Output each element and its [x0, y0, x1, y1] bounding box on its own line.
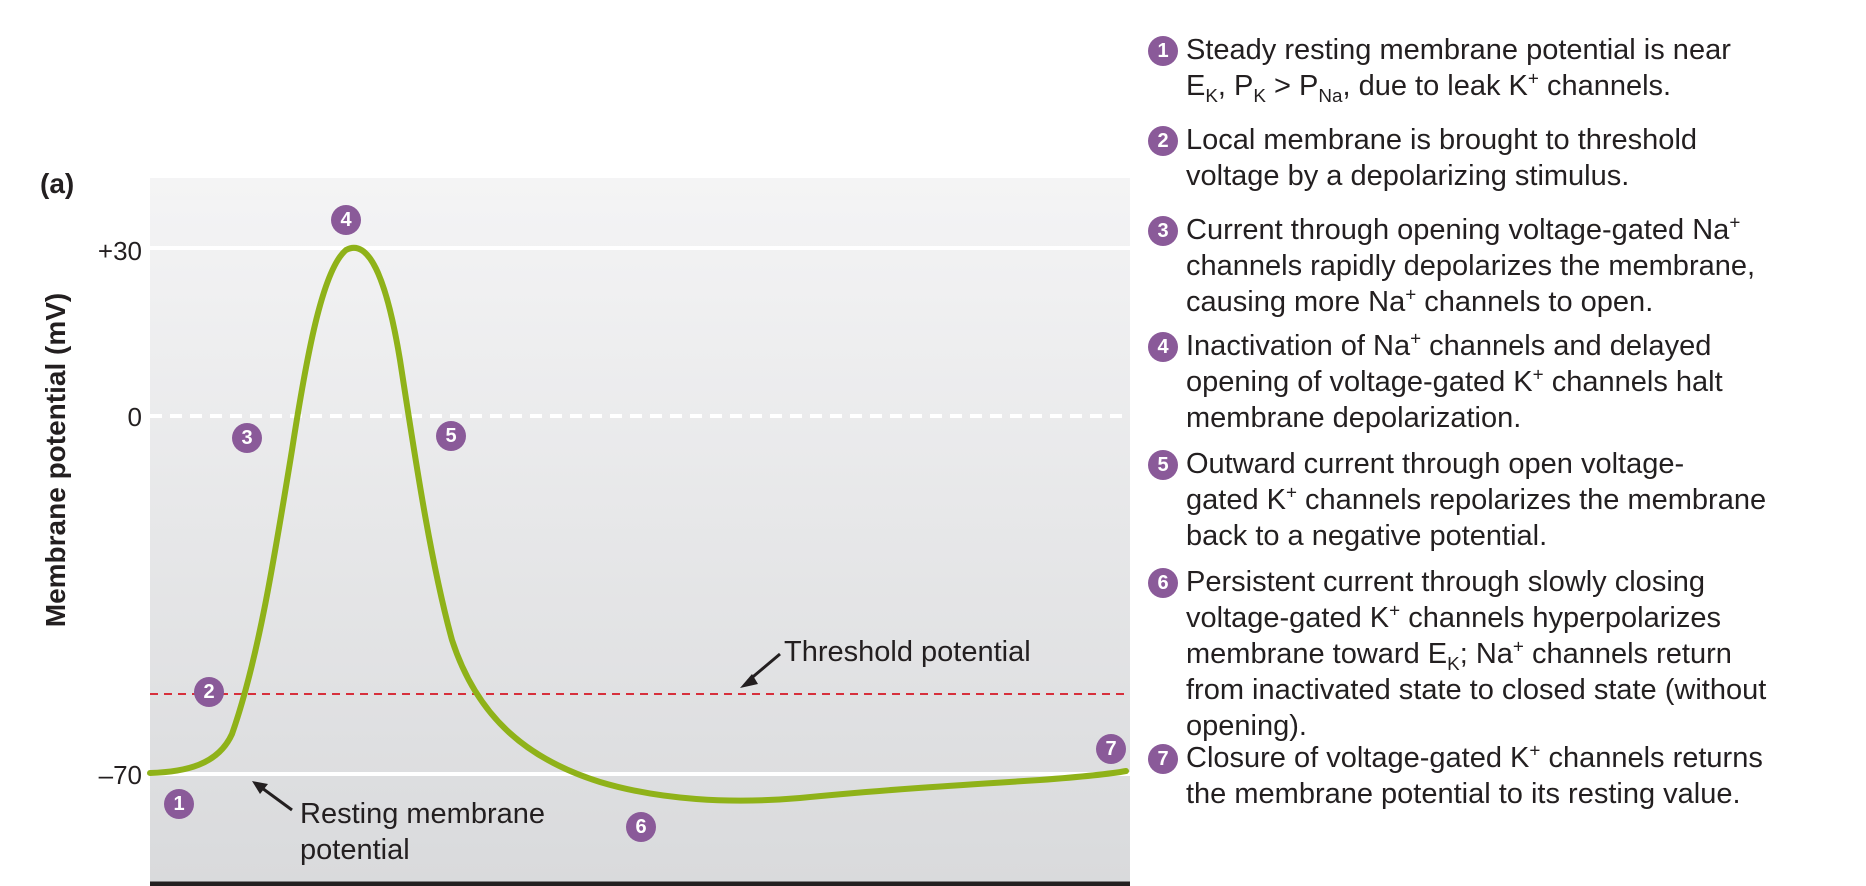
step-number-badge: 6	[1148, 568, 1178, 598]
step-text: Inactivation of Na+ channels and delayed…	[1186, 328, 1858, 436]
step-text: Outward current through open voltage-gat…	[1186, 446, 1858, 554]
step-text: Persistent current through slowly closin…	[1186, 564, 1858, 744]
step-text: Current through opening voltage-gated Na…	[1186, 212, 1858, 320]
step-text-line: opening).	[1186, 710, 1307, 742]
step-text-line: from inactivated state to closed state (…	[1186, 674, 1767, 706]
step-text-line: Outward current through open voltage-	[1186, 448, 1685, 480]
step-text-line: Current through opening voltage-gated Na…	[1186, 211, 1741, 246]
tick-minus70: –70	[98, 760, 142, 790]
tick-plus30: +30	[97, 236, 142, 266]
step-number-badge: 2	[1148, 126, 1178, 156]
step-text-line: Persistent current through slowly closin…	[1186, 566, 1706, 598]
step-text-line: membrane toward EK; Na+ channels return	[1186, 635, 1732, 674]
step-text: Local membrane is brought to threshold vo…	[1186, 122, 1858, 194]
step-text-line: voltage-gated K+ channels hyperpolarizes	[1186, 599, 1721, 634]
step-text-line: Inactivation of Na+ channels and delayed	[1186, 327, 1712, 362]
resting-arrowhead	[252, 781, 268, 794]
step-text-line: Steady resting membrane potential is nea…	[1186, 34, 1731, 66]
threshold-arrowhead	[740, 674, 758, 688]
step-text-line: back to a negative potential.	[1186, 520, 1548, 552]
step-number-badge: 5	[1148, 450, 1178, 480]
marker-2: 2	[194, 677, 224, 707]
resting-arrow	[261, 786, 293, 812]
step-text-line: membrane depolarization.	[1186, 402, 1522, 434]
plot-background	[150, 178, 1130, 884]
step-text-line: the membrane potential to its resting va…	[1186, 778, 1741, 810]
step-text-line: gated K+ channels repolarizes the membra…	[1186, 481, 1767, 516]
marker-7: 7	[1096, 734, 1126, 764]
panel-label: (a)	[40, 168, 75, 199]
step-text-line: Local membrane is brought to threshold	[1186, 124, 1698, 156]
marker-5: 5	[436, 421, 466, 451]
threshold-label: Threshold potential	[784, 636, 1031, 668]
step-text-line: EK, PK > PNa, due to leak K+ channels.	[1186, 67, 1672, 106]
marker-1: 1	[164, 789, 194, 819]
action-potential-trace	[147, 244, 1129, 804]
step-text-line: Closure of voltage-gated K+ channels ret…	[1186, 739, 1763, 774]
step-text-line: opening of voltage-gated K+ channels hal…	[1186, 363, 1723, 398]
step-number-badge: 4	[1148, 332, 1178, 362]
step-number-badge: 1	[1148, 36, 1178, 66]
step-text: Closure of voltage-gated K+ channels ret…	[1186, 740, 1858, 812]
step-text-line: causing more Na+ channels to open.	[1186, 283, 1654, 318]
step-text: Steady resting membrane potential is nea…	[1186, 32, 1858, 106]
marker-6: 6	[626, 812, 656, 842]
step-number-badge: 3	[1148, 216, 1178, 246]
marker-4: 4	[331, 205, 361, 235]
step-number-badge: 7	[1148, 744, 1178, 774]
tick-zero: 0	[127, 402, 142, 432]
marker-3: 3	[232, 423, 262, 453]
step-text-line: channels rapidly depolarizes the membran…	[1186, 250, 1756, 282]
step-text-line: voltage by a depolarizing stimulus.	[1186, 160, 1630, 192]
resting-label-line1: Resting membrane	[300, 798, 545, 830]
resting-label-line2: potential	[300, 834, 410, 866]
